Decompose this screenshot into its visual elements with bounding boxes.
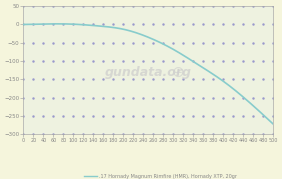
- Legend: .17 Hornady Magnum Rimfire (HMR), Hornady XTP, 20gr: .17 Hornady Magnum Rimfire (HMR), Hornad…: [83, 172, 239, 179]
- Text: gundata.org: gundata.org: [105, 66, 192, 79]
- Text: ⊕: ⊕: [172, 65, 185, 79]
